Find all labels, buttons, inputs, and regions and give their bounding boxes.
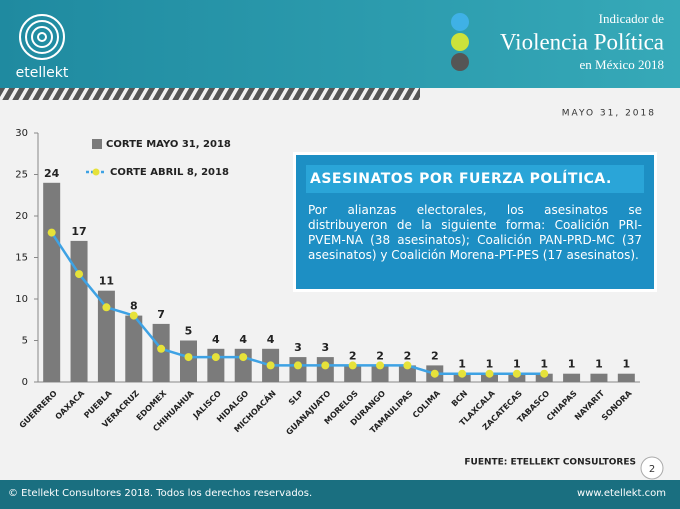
value-label: 4 (239, 333, 247, 346)
x-tick-label: SONORA (600, 388, 634, 422)
bar (152, 323, 170, 382)
line-point (321, 361, 330, 370)
line-point (239, 353, 248, 362)
value-label: 1 (458, 358, 466, 371)
bar (289, 357, 307, 382)
annotation-box: ASESINATOS POR FUERZA POLÍTICA. Por alia… (293, 152, 657, 292)
y-tick-label: 25 (15, 170, 28, 181)
legend-swatch (92, 168, 100, 176)
value-label: 17 (71, 225, 86, 238)
x-tick-label: SLP (287, 389, 305, 407)
y-tick-label: 10 (15, 294, 28, 305)
line-point (376, 361, 385, 370)
line-point (157, 344, 166, 353)
page-badge (640, 456, 664, 480)
value-label: 7 (157, 308, 165, 321)
value-label: 2 (349, 349, 357, 362)
header-band (0, 0, 680, 88)
line-point (47, 228, 56, 237)
header-stripes (0, 88, 420, 100)
bar (371, 365, 389, 382)
value-label: 4 (212, 333, 220, 346)
subtitle: MAYO 31, 2018 (562, 109, 656, 119)
x-tick-label: BCN (450, 389, 470, 409)
x-tick-label: GUERRERO (18, 389, 59, 430)
brand: etellekt (16, 65, 69, 81)
value-label: 4 (267, 333, 275, 346)
value-label: 2 (404, 349, 412, 362)
bar (481, 373, 498, 382)
bar (508, 373, 526, 382)
line-point (348, 361, 357, 370)
value-label: 1 (486, 358, 494, 371)
title: Violencia Política (500, 29, 664, 54)
value-label: 1 (568, 358, 576, 371)
value-label: 3 (294, 341, 302, 354)
line-point (485, 369, 494, 378)
dot (451, 13, 469, 31)
bar (97, 290, 115, 382)
bar (70, 240, 88, 382)
bar (617, 373, 635, 382)
logo (19, 14, 65, 60)
legend-label: CORTE MAYO 31, 2018 (106, 139, 231, 150)
source: FUENTE: ETELLEKT CONSULTORES (464, 458, 636, 468)
value-label: 5 (185, 325, 193, 338)
x-tick-label: COLIMA (411, 388, 443, 420)
bar (535, 373, 553, 382)
value-label: 2 (431, 349, 439, 362)
line-point (102, 303, 111, 312)
y-tick-label: 15 (15, 253, 28, 264)
bar (43, 182, 61, 382)
value-label: 2 (376, 349, 384, 362)
value-label: 1 (622, 358, 630, 371)
bar (590, 373, 608, 382)
y-tick-label: 20 (15, 211, 28, 222)
line-point (211, 353, 220, 362)
dot (451, 53, 469, 71)
url: www.etellekt.com (577, 488, 666, 499)
value-label: 24 (44, 167, 60, 180)
bar (316, 357, 334, 382)
value-label: 1 (540, 358, 548, 371)
line-point (75, 270, 84, 279)
value-label: 11 (99, 275, 114, 288)
copyright: © Etellekt Consultores 2018. Todos los d… (8, 488, 312, 499)
bar (125, 315, 143, 382)
y-tick-label: 0 (22, 377, 28, 388)
x-tick-label: OAXACA (54, 388, 87, 421)
line-point (293, 361, 302, 370)
value-label: 3 (321, 341, 329, 354)
legend-label: CORTE ABRIL 8, 2018 (110, 167, 229, 178)
line-point (430, 369, 439, 378)
annotation-text: Por alianzas electorales, los asesinatos… (308, 203, 642, 262)
footer-band (0, 480, 680, 509)
title-post: en México 2018 (580, 57, 664, 72)
y-tick-label: 30 (15, 128, 28, 139)
value-label: 1 (595, 358, 603, 371)
bar (563, 373, 581, 382)
page-number: 2 (649, 464, 655, 475)
line-point (540, 369, 549, 378)
value-label: 1 (513, 358, 521, 371)
line-point (512, 369, 521, 378)
line-point (184, 353, 193, 362)
legend-swatch (92, 139, 102, 149)
bar (398, 365, 416, 382)
annotation-title: ASESINATOS POR FUERZA POLÍTICA. (306, 165, 644, 193)
bar (453, 373, 471, 382)
line-point (266, 361, 275, 370)
title-pre: Indicador de (599, 11, 665, 26)
line-point (129, 311, 138, 320)
line-point (458, 369, 467, 378)
bar (180, 340, 197, 382)
dot (451, 33, 469, 51)
y-tick-label: 5 (22, 336, 28, 347)
bar (344, 365, 362, 382)
line-point (403, 361, 412, 370)
value-label: 8 (130, 300, 138, 313)
